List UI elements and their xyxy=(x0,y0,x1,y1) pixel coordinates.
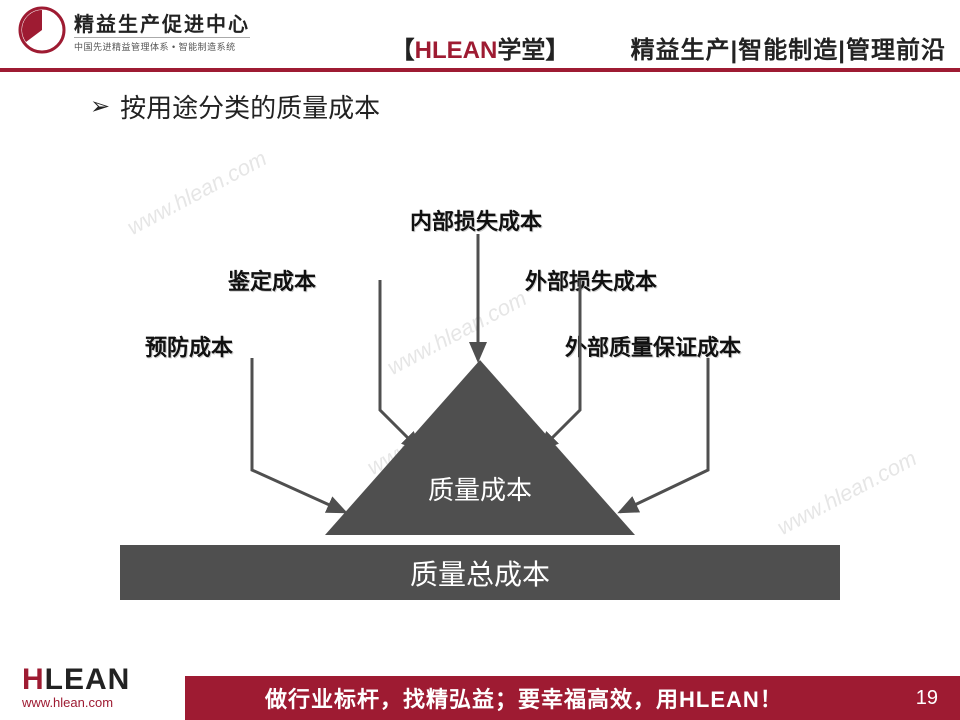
chevron-icon: ➢ xyxy=(90,92,110,121)
pyramid-base-label: 质量总成本 xyxy=(410,553,550,593)
footer-url: www.hlean.com xyxy=(22,695,130,710)
xuetang-word: 学堂 xyxy=(497,37,545,64)
logo-title: 精益生产促进中心 xyxy=(74,8,250,37)
pyramid-triangle xyxy=(325,360,635,535)
label-external-loss: 外部损失成本 xyxy=(525,264,657,296)
footer-slogan: 做行业标杆，找精弘益；要幸福高效，用HLEAN！ xyxy=(265,682,783,714)
label-internal-loss: 内部损失成本 xyxy=(410,204,542,236)
pyramid-triangle-label: 质量成本 xyxy=(380,470,580,507)
footer-logo-word: HLEAN xyxy=(22,665,130,695)
slide-title: ➢ 按用途分类的质量成本 xyxy=(90,88,380,125)
header-logo: 精益生产促进中心 中国先进精益管理体系 • 智能制造系统 xyxy=(18,6,250,54)
logo-mark-icon xyxy=(18,6,66,54)
footer-logo: HLEAN www.hlean.com xyxy=(22,665,130,710)
slide-title-text: 按用途分类的质量成本 xyxy=(120,88,380,125)
footer: HLEAN www.hlean.com 做行业标杆，找精弘益；要幸福高效，用HL… xyxy=(0,664,960,720)
footer-logo-lean: LEAN xyxy=(45,663,131,696)
label-prevention: 预防成本 xyxy=(145,330,233,362)
bracket-left: 【 xyxy=(391,37,415,64)
label-external-assure: 外部质量保证成本 xyxy=(565,330,741,362)
header-center-title: 【HLEAN学堂】 xyxy=(391,30,570,65)
footer-bar: 做行业标杆，找精弘益；要幸福高效，用HLEAN！ 19 xyxy=(185,676,960,720)
pyramid-diagram: 内部损失成本 鉴定成本 外部损失成本 预防成本 外部质量保证成本 质量成本 质量… xyxy=(120,190,840,610)
hlean-word: HLEAN xyxy=(415,37,498,64)
bracket-right: 】 xyxy=(545,37,569,64)
footer-page-number: 19 xyxy=(916,687,938,710)
header-bar: 精益生产促进中心 中国先进精益管理体系 • 智能制造系统 【HLEAN学堂】 精… xyxy=(0,0,960,72)
footer-logo-h: H xyxy=(22,663,45,696)
header-right-text: 精益生产|智能制造|管理前沿 xyxy=(631,30,946,65)
pyramid-base-bar: 质量总成本 xyxy=(120,545,840,600)
label-appraisal: 鉴定成本 xyxy=(228,264,316,296)
logo-subtitle: 中国先进精益管理体系 • 智能制造系统 xyxy=(74,37,250,53)
